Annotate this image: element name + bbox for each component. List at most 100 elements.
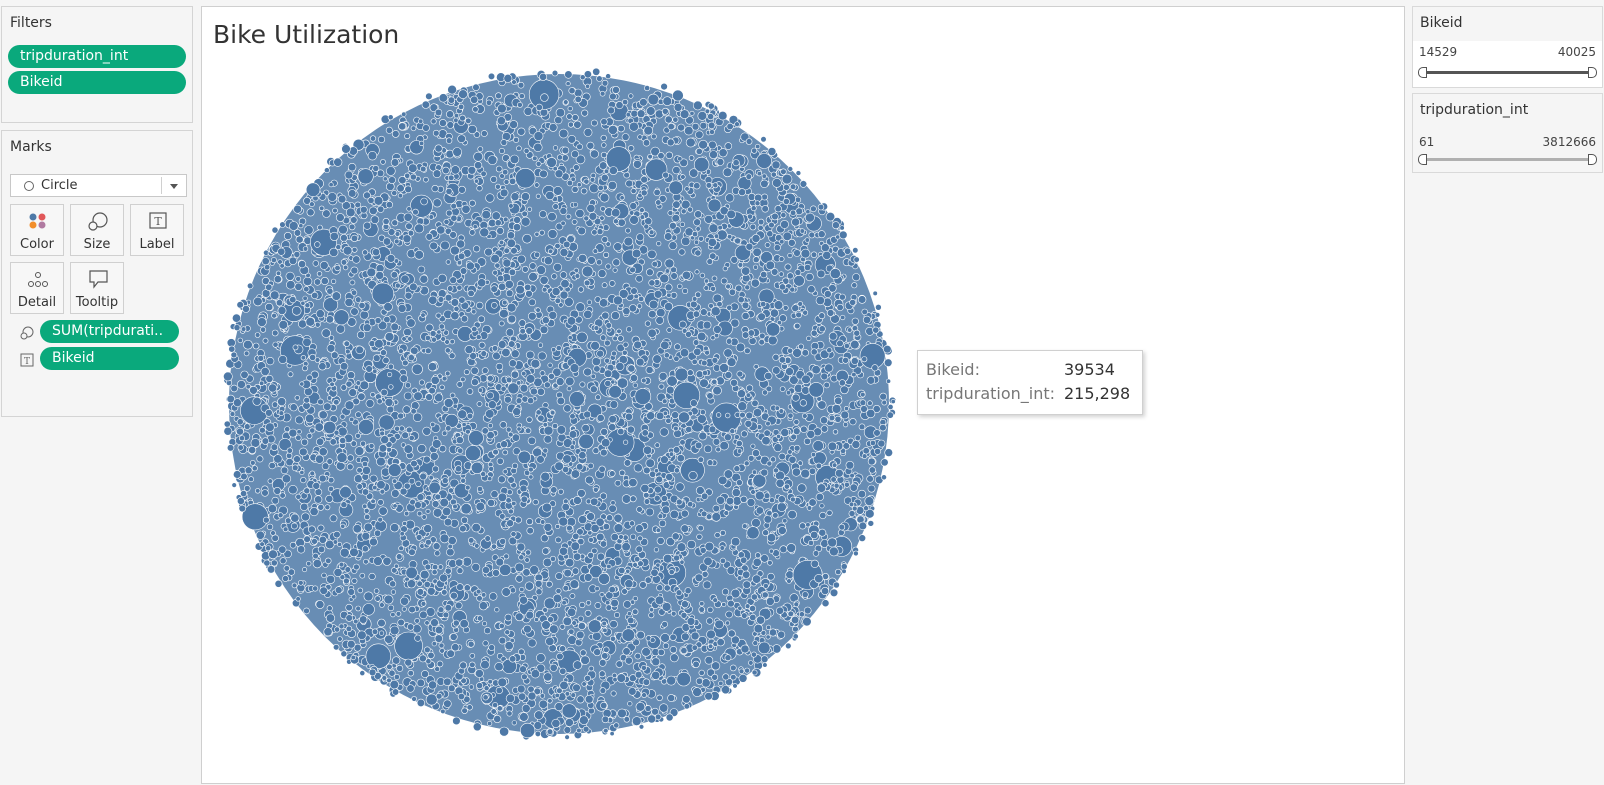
bubble-mark: [684, 125, 694, 136]
bubble-mark: [651, 657, 661, 667]
bubble-mark: [836, 303, 844, 312]
shelf-pill-size[interactable]: SUM(tripdurati..: [40, 320, 179, 343]
bubble-mark: [774, 405, 780, 411]
bubble-mark: [587, 462, 594, 470]
bubble-mark: [423, 524, 433, 534]
bubble-mark: [317, 545, 326, 554]
filter-pill-tripduration[interactable]: tripduration_int: [8, 45, 186, 68]
bubble-mark: [661, 107, 669, 115]
bubble-mark: [515, 397, 523, 405]
bubble-mark: [710, 306, 721, 317]
bubble-mark: [626, 326, 633, 333]
bubble-mark: [419, 140, 425, 146]
bubble-mark: [642, 678, 651, 686]
bubble-mark: [667, 210, 674, 216]
bubble-mark: [511, 500, 517, 507]
bubble-mark: [636, 303, 643, 309]
bubble-mark: [648, 279, 656, 287]
bubble-mark: [687, 206, 694, 213]
bubble-mark: [565, 81, 571, 87]
bubble-mark: [600, 173, 609, 182]
bubble-mark: [490, 708, 497, 715]
bubble-mark: [387, 363, 394, 370]
bubble-mark: [803, 437, 812, 446]
bubble-mark: [340, 384, 348, 391]
bubble-mark: [807, 539, 814, 546]
bubble-mark: [473, 151, 484, 162]
mark-type-dropdown[interactable]: Circle: [10, 174, 187, 197]
bubble-mark: [414, 634, 422, 642]
bubble-mark: [391, 489, 400, 498]
filter-pill-bikeid[interactable]: Bikeid: [8, 71, 186, 94]
bubble-mark: [555, 107, 566, 118]
detail-button[interactable]: Detail: [10, 262, 64, 314]
bubble-mark: [559, 271, 568, 279]
bubble-mark: [324, 167, 330, 174]
bubble-mark: [412, 412, 423, 422]
bubble-mark: [300, 438, 309, 446]
bubble-mark: [807, 285, 816, 294]
bubble-mark: [786, 272, 794, 280]
bubble-mark: [685, 137, 696, 148]
bubble-mark: [706, 617, 714, 625]
bubble-mark: [437, 606, 445, 614]
bubble-mark: [793, 419, 800, 426]
bubble-mark: [344, 566, 352, 573]
bubble-mark: [350, 234, 359, 242]
bubble-mark: [569, 167, 576, 173]
bubble-mark: [758, 339, 765, 346]
bubble-mark: [399, 374, 409, 383]
bubble-mark: [584, 475, 594, 485]
bubble-mark: [243, 423, 251, 430]
bubble-mark: [778, 256, 785, 262]
bubble-mark: [387, 114, 394, 121]
bubble-mark: [318, 535, 327, 544]
bubble-mark: [798, 611, 805, 618]
bubble-mark: [577, 615, 584, 622]
bubble-mark: [485, 409, 495, 419]
tooltip-button[interactable]: Tooltip: [70, 262, 124, 314]
bubble-mark: [443, 329, 450, 336]
bubble-mark: [579, 381, 586, 388]
packed-bubble-chart[interactable]: [202, 7, 1406, 785]
bubble-mark: [790, 433, 798, 441]
size-button[interactable]: Size: [70, 204, 124, 256]
bubble-mark: [719, 529, 726, 536]
bubble-mark: [304, 302, 311, 309]
bubble-mark: [499, 421, 507, 429]
bubble-mark: [561, 600, 567, 606]
bubble-mark: [843, 247, 852, 255]
bubble-mark: [629, 202, 638, 210]
bubble-mark: [735, 284, 743, 292]
bubble-mark: [509, 154, 520, 165]
bubble-mark: [337, 636, 343, 642]
color-button[interactable]: Color: [10, 204, 64, 256]
bubble-mark: [650, 568, 659, 577]
bubble-mark: [425, 538, 432, 546]
bubble-mark: [457, 134, 466, 143]
bubble-mark: [600, 334, 607, 341]
bubble-mark: [760, 301, 767, 308]
bubble-mark: [522, 568, 531, 577]
bubble-mark: [495, 686, 503, 695]
bubble-mark: [673, 355, 680, 362]
bubble-mark: [407, 336, 413, 342]
bubble-mark: [801, 349, 809, 357]
bubble-mark: [626, 611, 632, 617]
bubble-mark: [647, 714, 657, 724]
bubble-mark: [712, 182, 719, 189]
bubble-mark: [684, 587, 692, 595]
chevron-down-icon[interactable]: [170, 184, 178, 189]
bubble-mark: [450, 311, 460, 321]
bubble-mark: [879, 392, 888, 401]
bubble-mark: [618, 534, 624, 540]
bubble-mark: [357, 630, 367, 640]
label-button[interactable]: T Label: [130, 204, 184, 256]
bubble-mark: [585, 83, 591, 89]
bubble-mark: [384, 331, 395, 342]
shelf-pill-label[interactable]: Bikeid: [40, 347, 179, 370]
bubble-mark: [705, 182, 713, 189]
bubble-mark: [799, 180, 808, 188]
bubble-mark: [277, 306, 287, 315]
bubble-mark: [777, 495, 786, 504]
